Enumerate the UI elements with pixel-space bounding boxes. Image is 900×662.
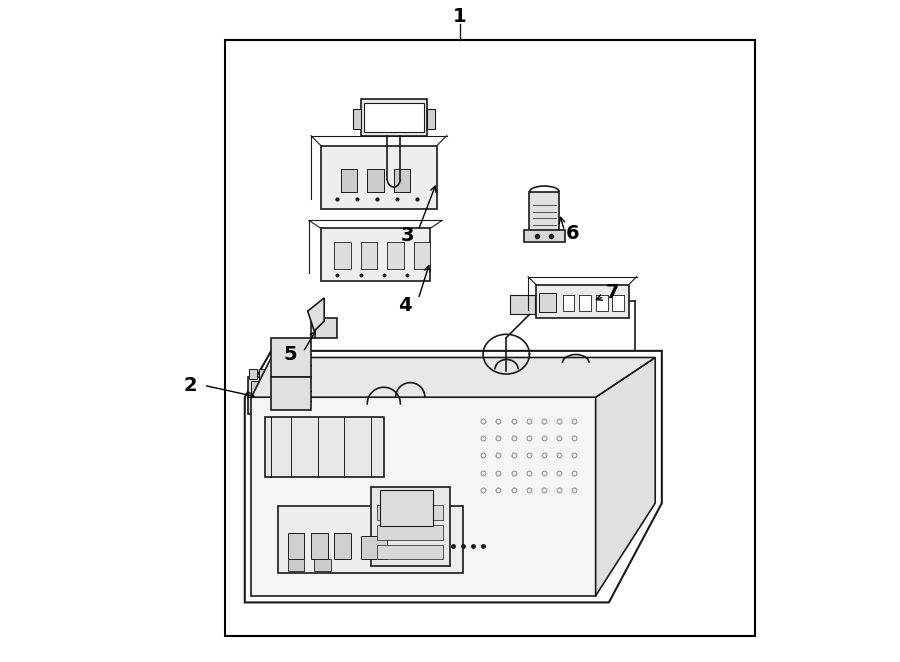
Bar — [314, 559, 331, 571]
Bar — [414, 242, 430, 269]
Bar — [311, 533, 328, 559]
Bar — [265, 417, 383, 477]
Bar — [248, 377, 268, 414]
Text: 4: 4 — [398, 297, 412, 315]
Text: 2: 2 — [183, 376, 196, 395]
Bar — [364, 103, 424, 132]
Bar — [334, 533, 351, 559]
Polygon shape — [596, 357, 655, 596]
Bar — [278, 506, 464, 573]
Text: 5: 5 — [283, 345, 297, 363]
Bar — [377, 505, 444, 520]
Bar — [334, 242, 351, 269]
Bar — [367, 169, 383, 192]
Bar — [381, 490, 434, 526]
Polygon shape — [308, 298, 324, 331]
Polygon shape — [245, 351, 662, 602]
Bar — [524, 230, 564, 242]
Bar — [321, 228, 430, 281]
Bar — [495, 369, 518, 389]
Bar — [361, 242, 377, 269]
Bar — [539, 293, 556, 312]
Bar — [341, 169, 357, 192]
Bar — [258, 369, 266, 379]
Bar — [271, 377, 311, 410]
Bar — [377, 545, 444, 559]
Text: 3: 3 — [400, 226, 414, 244]
Bar — [361, 536, 387, 559]
Bar — [288, 559, 304, 571]
Bar — [529, 192, 559, 232]
Bar — [393, 169, 410, 192]
Bar — [271, 338, 311, 377]
Bar — [321, 146, 436, 209]
Bar — [427, 109, 435, 129]
Bar — [562, 363, 589, 384]
Bar — [311, 318, 338, 338]
Bar — [353, 109, 361, 129]
Bar — [288, 533, 304, 559]
Bar — [377, 525, 444, 540]
Bar — [361, 99, 427, 136]
Bar — [536, 285, 629, 318]
Text: 6: 6 — [566, 224, 580, 242]
Bar — [509, 295, 535, 314]
Bar — [612, 295, 624, 311]
Polygon shape — [251, 397, 596, 596]
Bar — [579, 295, 591, 311]
Bar — [387, 242, 404, 269]
Bar — [371, 487, 450, 566]
Bar — [249, 369, 257, 379]
Bar — [562, 295, 574, 311]
Bar — [596, 295, 608, 311]
Polygon shape — [251, 357, 655, 397]
Text: 7: 7 — [606, 283, 619, 302]
Bar — [251, 381, 265, 410]
Text: 1: 1 — [453, 7, 467, 26]
FancyBboxPatch shape — [225, 40, 754, 636]
